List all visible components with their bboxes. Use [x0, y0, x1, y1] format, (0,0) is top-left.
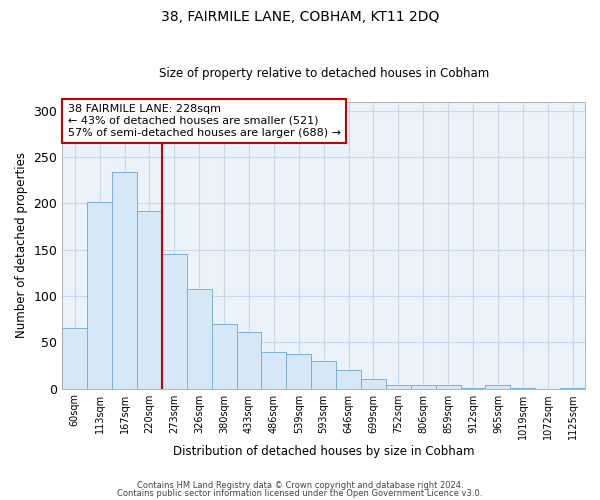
Title: Size of property relative to detached houses in Cobham: Size of property relative to detached ho…: [158, 66, 489, 80]
Bar: [187, 288, 212, 388]
Bar: [162, 254, 187, 388]
Y-axis label: Number of detached properties: Number of detached properties: [15, 152, 28, 338]
Bar: [286, 354, 311, 388]
Text: Contains public sector information licensed under the Open Government Licence v3: Contains public sector information licen…: [118, 488, 482, 498]
Bar: [386, 385, 411, 388]
Bar: [311, 361, 336, 388]
Text: Contains HM Land Registry data © Crown copyright and database right 2024.: Contains HM Land Registry data © Crown c…: [137, 481, 463, 490]
Text: 38, FAIRMILE LANE, COBHAM, KT11 2DQ: 38, FAIRMILE LANE, COBHAM, KT11 2DQ: [161, 10, 439, 24]
Bar: [87, 202, 112, 388]
Bar: [62, 328, 87, 388]
Bar: [137, 211, 162, 388]
Bar: [112, 172, 137, 388]
Bar: [485, 385, 511, 388]
X-axis label: Distribution of detached houses by size in Cobham: Distribution of detached houses by size …: [173, 444, 475, 458]
Bar: [236, 332, 262, 388]
Bar: [262, 352, 286, 388]
Bar: [436, 385, 461, 388]
Bar: [411, 385, 436, 388]
Bar: [336, 370, 361, 388]
Text: 38 FAIRMILE LANE: 228sqm
← 43% of detached houses are smaller (521)
57% of semi-: 38 FAIRMILE LANE: 228sqm ← 43% of detach…: [68, 104, 341, 138]
Bar: [361, 380, 386, 388]
Bar: [212, 324, 236, 388]
